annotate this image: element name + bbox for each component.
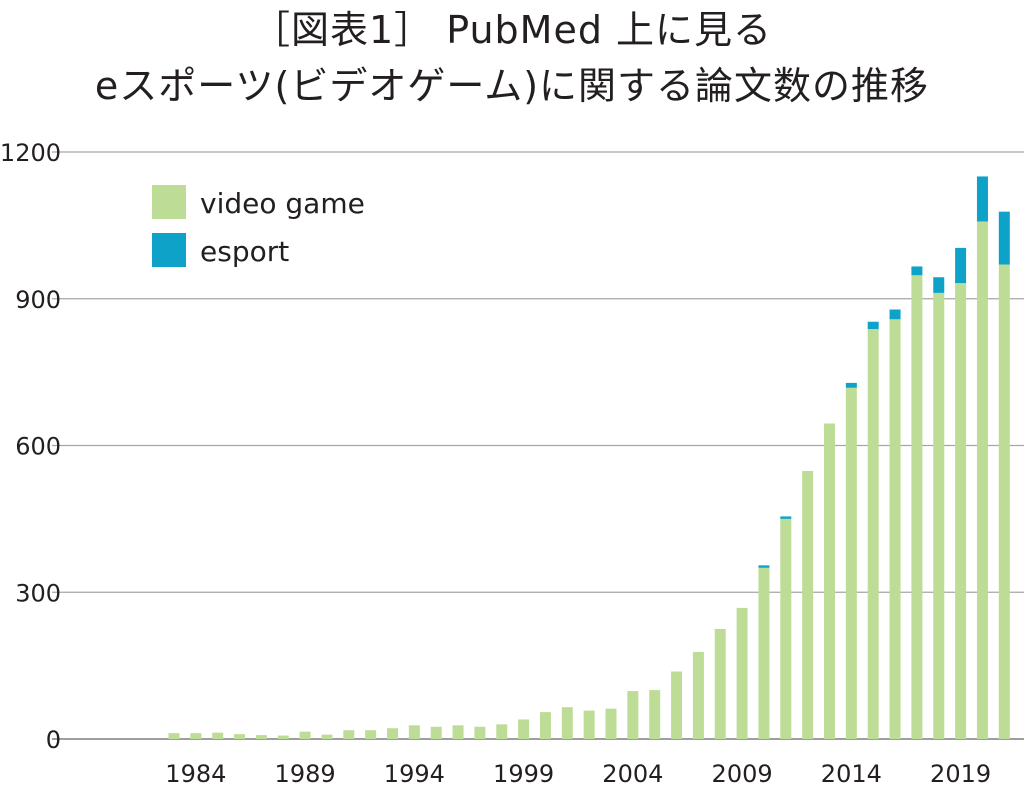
bar-esport-2017 [911, 266, 923, 276]
bar-video-game-1991 [343, 730, 355, 739]
bar-video-game-2007 [692, 651, 704, 739]
bar-video-game-2018 [933, 292, 945, 739]
bar-video-game-2016 [889, 319, 901, 739]
y-axis-ticks: 0 300 600 900 1200 [0, 139, 61, 754]
bar-video-game-1984 [190, 733, 202, 739]
bar-video-game-1989 [299, 731, 311, 739]
bar-video-game-2017 [911, 275, 923, 739]
legend-label-esport: esport [200, 235, 289, 268]
bar-esport-2018 [933, 277, 945, 293]
bar-video-game-2005 [649, 690, 661, 739]
bar-video-game-2014 [845, 387, 857, 739]
bar-video-game-1986 [234, 734, 246, 739]
bar-video-game-1994 [408, 725, 420, 739]
bar-video-game-2011 [780, 518, 792, 739]
bar-video-game-1990 [321, 734, 333, 739]
bar-video-game-2001 [561, 707, 573, 739]
bar-esport-2019 [955, 247, 967, 284]
bar-video-game-2012 [802, 470, 814, 739]
bar-esport-2011 [780, 516, 792, 519]
bar-video-game-2019 [955, 283, 967, 739]
x-tick-label: 1999 [493, 760, 554, 788]
bar-video-game-2003 [605, 708, 617, 739]
y-tick-label: 0 [46, 726, 61, 754]
bar-video-game-1995 [430, 726, 442, 739]
x-axis-ticks: 1984 1989 1994 1999 2004 2009 2014 2019 [165, 760, 991, 788]
bar-video-game-2006 [671, 671, 683, 739]
y-tick-label: 300 [15, 579, 61, 607]
bar-video-game-1987 [255, 735, 267, 739]
bar-video-game-1985 [212, 732, 224, 739]
bar-esport-2020 [976, 176, 988, 222]
bar-video-game-2013 [824, 423, 835, 739]
chart-title-line-1: ［図表1］ PubMed 上に見る [251, 8, 773, 52]
x-tick-label: 2019 [930, 760, 991, 788]
bar-video-game-1999 [518, 719, 530, 739]
bar-video-game-2015 [867, 329, 879, 739]
bar-esport-2014 [845, 382, 857, 388]
bar-esport-2010 [758, 565, 770, 568]
legend: video game esport [152, 185, 365, 268]
x-tick-label: 1984 [165, 760, 226, 788]
bar-esport-2015 [867, 321, 879, 330]
bar-video-game-1998 [496, 724, 508, 739]
bar-video-game-2010 [758, 567, 770, 739]
bar-video-game-1996 [452, 725, 464, 739]
legend-swatch-esport [152, 233, 186, 267]
y-tick-label: 900 [15, 286, 61, 314]
bar-video-game-1988 [277, 735, 289, 739]
bars [168, 176, 1010, 739]
legend-swatch-video-game [152, 185, 186, 219]
legend-label-video-game: video game [200, 187, 365, 220]
bar-video-game-2008 [714, 628, 726, 739]
x-tick-label: 1994 [384, 760, 445, 788]
bar-video-game-1992 [365, 730, 377, 739]
x-tick-label: 2014 [821, 760, 882, 788]
bar-esport-2021 [998, 211, 1010, 265]
bar-esport-2016 [889, 309, 901, 320]
bar-video-game-2020 [976, 221, 988, 739]
y-tick-label: 1200 [0, 139, 61, 167]
bar-video-game-1983 [168, 733, 180, 739]
x-tick-label: 2009 [712, 760, 773, 788]
x-tick-label: 2004 [602, 760, 663, 788]
y-tick-label: 600 [15, 433, 61, 461]
bar-video-game-2002 [583, 710, 595, 739]
chart-title-line-2: eスポーツ(ビデオゲーム)に関する論文数の推移 [94, 64, 930, 108]
bar-video-game-2009 [736, 607, 748, 739]
bar-video-game-1993 [387, 728, 398, 739]
bar-video-game-1997 [474, 726, 486, 739]
bar-video-game-2000 [539, 712, 551, 739]
bar-video-game-2004 [627, 691, 639, 739]
bar-video-game-2021 [998, 264, 1010, 739]
x-tick-label: 1989 [275, 760, 336, 788]
